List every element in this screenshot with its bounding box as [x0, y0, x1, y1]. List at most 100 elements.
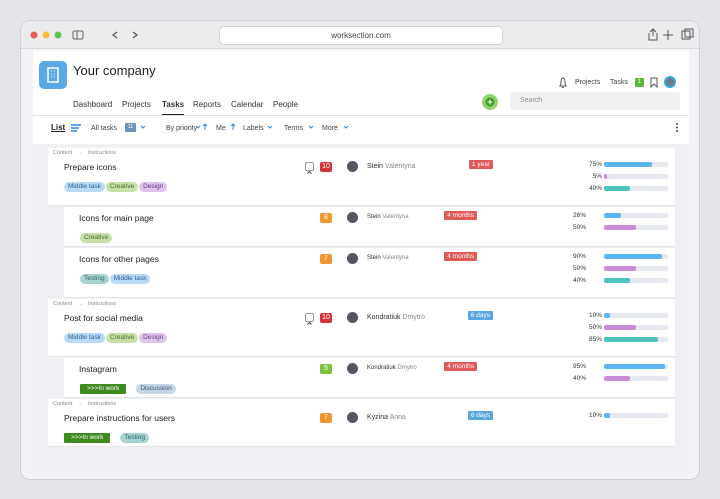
progress-track	[604, 325, 668, 330]
progress-label: 95%	[572, 363, 586, 370]
task-count: 11	[125, 123, 136, 132]
terms-filter[interactable]: Terms	[284, 125, 304, 132]
divider	[33, 115, 689, 116]
company-name: Your company	[73, 63, 156, 78]
breadcrumb: Instructions	[88, 150, 117, 156]
tag[interactable]: Middle task	[64, 182, 105, 192]
progress-bar	[604, 413, 611, 418]
browser-actions	[648, 28, 694, 41]
task-row[interactable]: Icons for main page Creative 8 Stein Valent…	[64, 207, 675, 247]
deadline: 6 days	[467, 311, 493, 320]
progress-bar	[604, 254, 662, 259]
company-logo	[39, 61, 67, 89]
task-title[interactable]: Icons for main page	[79, 213, 154, 223]
tag[interactable]: >>>In work	[64, 433, 111, 443]
assignee: Stein Valentyna	[367, 163, 416, 170]
progress-track	[604, 413, 668, 418]
user-avatar[interactable]	[664, 76, 676, 88]
tag[interactable]: >>>In work	[80, 384, 127, 394]
labels-filter[interactable]: Labels	[243, 125, 264, 132]
tasks-badge: 1	[635, 78, 644, 87]
task-title[interactable]: Icons for other pages	[79, 254, 159, 264]
priority-badge: 10	[320, 162, 332, 172]
task-title[interactable]: Prepare icons	[64, 162, 117, 172]
task-row[interactable]: Content → Instructions Prepare instructions…	[48, 399, 675, 447]
list-view[interactable]: List	[51, 123, 66, 132]
browser-window: worksection.com Your company Dashboard Pr…	[20, 20, 700, 480]
progress-label: 40%	[572, 277, 586, 284]
nav-link[interactable]: Projects	[122, 100, 151, 109]
progress-track	[604, 174, 668, 179]
tag[interactable]: Creative	[105, 333, 139, 343]
priority-badge: 5	[320, 364, 332, 374]
tag[interactable]: Testing	[120, 433, 149, 443]
tag[interactable]: Middle task	[64, 333, 105, 343]
collapse-button[interactable]	[305, 162, 314, 174]
tag[interactable]: Testing	[80, 274, 109, 284]
nav-link[interactable]: People	[273, 100, 298, 109]
task-row[interactable]: Content → Instructions Post for social medi…	[48, 299, 675, 357]
assignee: Stein Valentyna	[367, 214, 409, 220]
progress-bar	[604, 376, 630, 381]
list-icon	[71, 124, 81, 132]
priority-badge: 7	[320, 254, 332, 264]
nav-link[interactable]: Calendar	[231, 100, 264, 109]
bookmark-icon[interactable]	[650, 77, 658, 88]
progress-bar	[604, 337, 659, 342]
search-box[interactable]: Search	[510, 92, 680, 110]
progress-label: 75%	[588, 161, 602, 168]
tag[interactable]: Discussion	[136, 384, 176, 394]
bell-icon[interactable]	[558, 77, 568, 89]
nav-link[interactable]: Dashboard	[73, 100, 113, 109]
by-priority[interactable]: By priority	[166, 125, 198, 132]
tag[interactable]: Design	[139, 182, 168, 192]
tag[interactable]: Creative	[80, 233, 113, 243]
breadcrumb: Content	[53, 401, 73, 407]
assignee: Kondratiuk Dmytro	[367, 365, 417, 371]
task-title[interactable]: Post for social media	[64, 313, 143, 323]
assignee: Kyzina Anna	[367, 414, 406, 421]
deadline: 1 year	[468, 160, 493, 169]
progress-track	[604, 213, 668, 218]
assignee-first-name: Stein	[367, 163, 383, 170]
task-title[interactable]: Instagram	[79, 364, 117, 374]
progress-label: 90%	[572, 253, 586, 260]
add-button[interactable]	[482, 94, 498, 110]
all-tasks[interactable]: All tasks	[91, 125, 118, 132]
more-filter[interactable]: More	[322, 125, 338, 132]
nav-link[interactable]: Reports	[193, 100, 222, 109]
progress-bar	[604, 162, 652, 167]
breadcrumb-arrow: →	[78, 401, 84, 407]
projects-link[interactable]: Projects	[575, 79, 601, 86]
task-row[interactable]: Content → Instructions Prepare icons Middle …	[48, 148, 675, 206]
search-placeholder: Search	[520, 97, 543, 104]
tag[interactable]: Middle task	[109, 274, 151, 284]
breadcrumb: Instructions	[88, 401, 117, 407]
assignee-avatar	[347, 312, 358, 323]
assignee-avatar	[347, 161, 358, 172]
task-row[interactable]: Instagram >>>In work Discussion 5 Kondratiuk…	[64, 358, 675, 398]
nav-link[interactable]: Tasks	[162, 100, 185, 116]
assignee-avatar	[347, 253, 358, 264]
breadcrumb: Content	[53, 150, 73, 156]
task-title[interactable]: Prepare instructions for users	[64, 413, 176, 423]
assignee-first-name: Kondratiuk	[367, 314, 401, 321]
url: worksection.com	[331, 31, 391, 40]
task-row[interactable]: Icons for other pages Testing Middle task 7…	[64, 248, 675, 298]
address-bar[interactable]: worksection.com	[219, 26, 503, 45]
progress-bar	[604, 186, 630, 191]
collapse-button[interactable]	[305, 313, 314, 325]
tag[interactable]: Design	[139, 333, 168, 343]
tag-list: >>>In work Discussion	[80, 377, 177, 395]
progress-label: 10%	[588, 412, 602, 419]
toolbar-icons	[140, 123, 678, 132]
tag-list: Testing Middle task	[80, 267, 151, 285]
progress-bar	[604, 213, 621, 218]
progress-label: 5%	[592, 173, 602, 180]
tasks-link[interactable]: Tasks	[610, 79, 628, 86]
assignee-last-name: Valentyna	[384, 163, 416, 170]
me-filter[interactable]: Me	[216, 125, 226, 132]
assignee-avatar	[347, 363, 358, 374]
tag[interactable]: Creative	[105, 182, 139, 192]
